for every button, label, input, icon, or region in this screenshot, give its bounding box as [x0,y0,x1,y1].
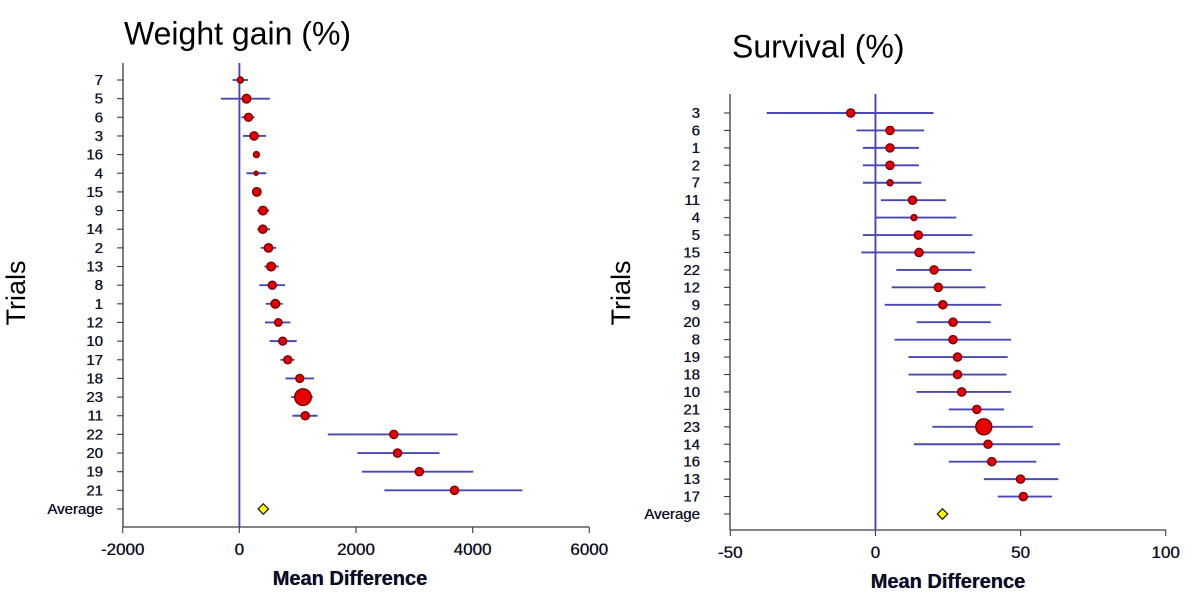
svg-text:17: 17 [683,489,700,506]
svg-text:Weight gain (%): Weight gain (%) [124,16,351,52]
svg-text:11: 11 [684,192,700,209]
svg-text:10: 10 [86,333,103,350]
svg-text:8: 8 [95,277,103,294]
svg-text:6: 6 [95,109,103,126]
svg-text:Average: Average [644,506,700,523]
svg-text:Trials: Trials [606,261,636,326]
svg-text:3: 3 [95,128,103,145]
svg-text:4: 4 [692,210,700,227]
svg-text:6000: 6000 [570,540,608,559]
svg-text:Mean Difference: Mean Difference [871,571,1026,593]
svg-text:0: 0 [235,540,244,559]
svg-text:2: 2 [692,157,700,174]
svg-text:7: 7 [95,72,103,89]
svg-text:2: 2 [95,240,103,257]
svg-text:Mean Difference: Mean Difference [273,568,428,590]
svg-text:6: 6 [692,122,700,139]
svg-text:15: 15 [683,244,700,261]
svg-text:4000: 4000 [454,540,492,559]
svg-text:16: 16 [86,147,103,164]
svg-text:22: 22 [683,262,700,279]
svg-text:13: 13 [683,471,700,488]
svg-text:18: 18 [86,370,103,387]
svg-text:20: 20 [683,314,700,331]
svg-text:15: 15 [86,184,103,201]
svg-text:12: 12 [683,279,700,296]
svg-text:23: 23 [86,389,103,406]
svg-text:-2000: -2000 [101,540,144,559]
svg-text:4: 4 [95,165,103,182]
svg-text:20: 20 [86,445,103,462]
svg-text:9: 9 [692,297,700,314]
svg-text:17: 17 [86,352,103,369]
svg-text:8: 8 [692,332,700,349]
svg-text:2000: 2000 [337,540,375,559]
svg-text:11: 11 [87,408,103,425]
svg-text:3: 3 [692,105,700,122]
svg-text:12: 12 [86,314,103,331]
svg-text:21: 21 [86,482,103,499]
svg-text:13: 13 [86,259,103,276]
svg-text:100: 100 [1152,543,1180,562]
svg-text:10: 10 [683,384,700,401]
svg-text:18: 18 [683,367,700,384]
svg-text:23: 23 [683,419,700,436]
svg-text:21: 21 [683,401,700,418]
svg-text:Average: Average [47,501,103,518]
svg-text:1: 1 [95,296,103,313]
svg-text:14: 14 [86,221,103,238]
svg-text:19: 19 [86,464,103,481]
svg-text:Survival (%): Survival (%) [732,29,904,65]
svg-text:5: 5 [692,227,700,244]
svg-text:14: 14 [683,436,700,453]
svg-text:Trials: Trials [1,261,31,326]
svg-text:5: 5 [95,91,103,108]
svg-text:50: 50 [1011,543,1030,562]
svg-text:9: 9 [95,203,103,220]
svg-text:0: 0 [871,543,880,562]
svg-text:-50: -50 [718,543,743,562]
svg-text:19: 19 [683,349,700,366]
svg-text:1: 1 [692,140,700,157]
svg-text:16: 16 [683,454,700,471]
svg-text:22: 22 [86,426,103,443]
svg-text:7: 7 [692,175,700,192]
